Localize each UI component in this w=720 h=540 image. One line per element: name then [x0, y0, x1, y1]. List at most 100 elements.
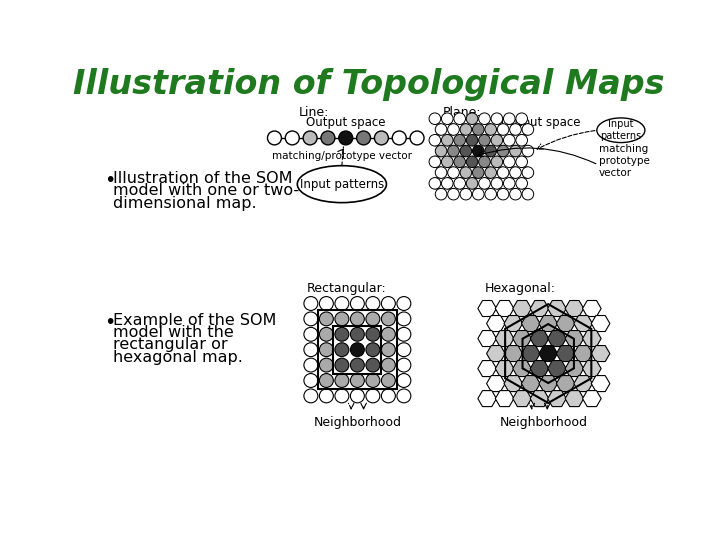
Polygon shape — [582, 361, 601, 376]
Circle shape — [498, 188, 509, 200]
Polygon shape — [530, 330, 549, 347]
Polygon shape — [582, 390, 601, 407]
Circle shape — [397, 374, 411, 387]
Circle shape — [351, 296, 364, 310]
Text: rectangular or: rectangular or — [113, 338, 228, 353]
Circle shape — [503, 134, 515, 146]
Circle shape — [479, 134, 490, 146]
Circle shape — [472, 145, 484, 157]
Circle shape — [510, 188, 521, 200]
Circle shape — [320, 296, 333, 310]
Circle shape — [397, 296, 411, 310]
Circle shape — [366, 374, 380, 387]
Circle shape — [467, 113, 478, 125]
Circle shape — [479, 156, 490, 167]
Polygon shape — [513, 390, 531, 407]
Circle shape — [436, 188, 447, 200]
Polygon shape — [574, 315, 593, 332]
Polygon shape — [530, 300, 549, 316]
Circle shape — [436, 145, 447, 157]
Polygon shape — [548, 300, 566, 316]
Circle shape — [454, 156, 466, 167]
Text: Line:: Line: — [300, 106, 330, 119]
Circle shape — [285, 131, 300, 145]
Circle shape — [467, 156, 478, 167]
Text: Example of the SOM: Example of the SOM — [113, 313, 276, 328]
Circle shape — [374, 131, 388, 145]
Circle shape — [516, 178, 528, 189]
Text: Input patterns: Input patterns — [300, 178, 384, 191]
Circle shape — [429, 156, 441, 167]
Circle shape — [522, 188, 534, 200]
Circle shape — [382, 343, 395, 356]
Polygon shape — [495, 330, 514, 347]
Circle shape — [491, 113, 503, 125]
Circle shape — [366, 327, 380, 341]
Circle shape — [503, 156, 515, 167]
Circle shape — [498, 124, 509, 135]
Text: hexagonal map.: hexagonal map. — [113, 350, 243, 364]
Polygon shape — [513, 300, 531, 316]
Circle shape — [454, 178, 466, 189]
Polygon shape — [495, 390, 514, 407]
Circle shape — [472, 167, 484, 178]
Polygon shape — [521, 346, 540, 362]
Circle shape — [397, 389, 411, 403]
Circle shape — [392, 131, 406, 145]
Circle shape — [485, 188, 497, 200]
Circle shape — [335, 312, 349, 326]
Circle shape — [351, 327, 364, 341]
Circle shape — [460, 145, 472, 157]
Polygon shape — [478, 330, 497, 347]
Circle shape — [382, 327, 395, 341]
Circle shape — [320, 358, 333, 372]
Polygon shape — [539, 376, 557, 392]
Circle shape — [516, 113, 528, 125]
Circle shape — [479, 178, 490, 189]
Circle shape — [304, 312, 318, 326]
Circle shape — [320, 312, 333, 326]
Circle shape — [397, 327, 411, 341]
Text: Output space: Output space — [306, 116, 385, 129]
Text: Neighborhood: Neighborhood — [500, 416, 588, 429]
Circle shape — [320, 389, 333, 403]
Circle shape — [382, 358, 395, 372]
Circle shape — [320, 327, 333, 341]
Circle shape — [448, 145, 459, 157]
Text: Rectangular:: Rectangular: — [307, 281, 387, 295]
Polygon shape — [478, 361, 497, 376]
Circle shape — [436, 124, 447, 135]
Bar — [333, 326, 382, 374]
Circle shape — [366, 343, 380, 356]
Circle shape — [516, 134, 528, 146]
Polygon shape — [565, 330, 584, 347]
Circle shape — [339, 131, 353, 145]
Circle shape — [491, 134, 503, 146]
Circle shape — [335, 358, 349, 372]
Polygon shape — [591, 346, 610, 362]
Circle shape — [320, 343, 333, 356]
Circle shape — [382, 389, 395, 403]
Circle shape — [397, 343, 411, 356]
Polygon shape — [504, 346, 523, 362]
Polygon shape — [582, 330, 601, 347]
Circle shape — [460, 124, 472, 135]
Polygon shape — [478, 300, 497, 316]
Circle shape — [436, 167, 447, 178]
Polygon shape — [574, 376, 593, 392]
Circle shape — [491, 178, 503, 189]
Polygon shape — [557, 376, 575, 392]
Circle shape — [335, 374, 349, 387]
Circle shape — [351, 389, 364, 403]
Circle shape — [485, 124, 497, 135]
Circle shape — [382, 312, 395, 326]
Text: matching/prototype vector: matching/prototype vector — [272, 151, 412, 161]
Circle shape — [485, 145, 497, 157]
Circle shape — [397, 358, 411, 372]
Polygon shape — [530, 361, 549, 376]
Circle shape — [491, 156, 503, 167]
Circle shape — [304, 389, 318, 403]
Polygon shape — [521, 315, 540, 332]
Circle shape — [304, 358, 318, 372]
Polygon shape — [548, 390, 566, 407]
